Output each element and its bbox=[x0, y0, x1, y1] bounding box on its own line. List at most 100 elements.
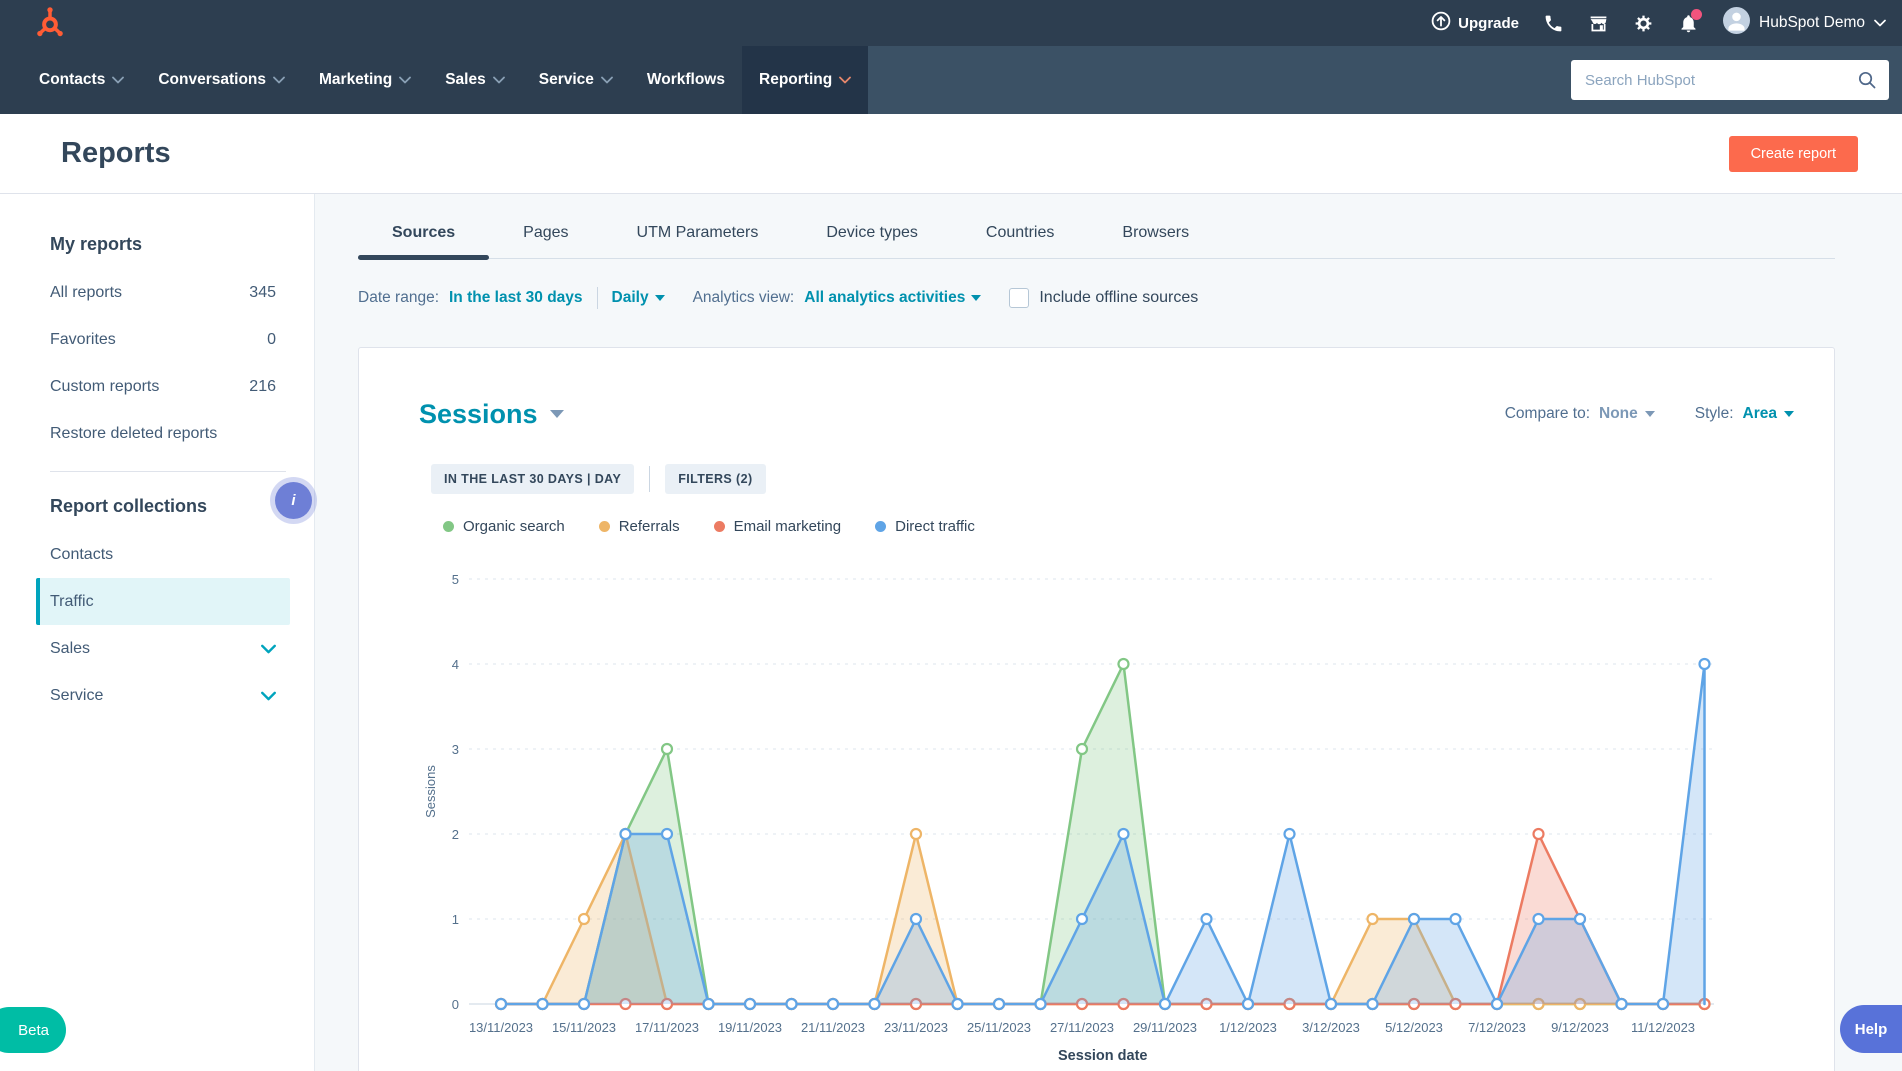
data-point-direct-traffic[interactable] bbox=[538, 999, 548, 1009]
global-search bbox=[1571, 60, 1889, 100]
tab-utm-parameters[interactable]: UTM Parameters bbox=[603, 210, 793, 258]
info-badge[interactable]: i bbox=[275, 482, 312, 519]
sidebar-item-favorites[interactable]: Favorites0 bbox=[36, 316, 290, 363]
nav-item-service[interactable]: Service bbox=[522, 46, 630, 114]
search-input[interactable] bbox=[1571, 72, 1853, 89]
metric-dropdown[interactable]: Sessions bbox=[419, 399, 564, 430]
tab-browsers[interactable]: Browsers bbox=[1088, 210, 1223, 258]
sidebar: My reports All reports345Favorites0Custo… bbox=[0, 194, 315, 1071]
hubspot-logo-icon[interactable] bbox=[34, 5, 66, 41]
y-tick-label: 0 bbox=[452, 997, 459, 1012]
caret-down-icon bbox=[971, 295, 981, 301]
data-point-direct-traffic[interactable] bbox=[1285, 829, 1295, 839]
data-point-direct-traffic[interactable] bbox=[828, 999, 838, 1009]
data-point-direct-traffic[interactable] bbox=[1492, 999, 1502, 1009]
sidebar-item-count: 216 bbox=[249, 378, 276, 396]
legend-item-direct-traffic[interactable]: Direct traffic bbox=[875, 518, 975, 535]
filter-badges: IN THE LAST 30 DAYS | DAY FILTERS (2) bbox=[431, 464, 1794, 494]
nav-items: ContactsConversationsMarketingSalesServi… bbox=[0, 46, 868, 114]
data-point-direct-traffic[interactable] bbox=[496, 999, 506, 1009]
data-point-referrals[interactable] bbox=[911, 829, 921, 839]
legend-item-organic-search[interactable]: Organic search bbox=[443, 518, 565, 535]
data-point-direct-traffic[interactable] bbox=[1160, 999, 1170, 1009]
nav-item-conversations[interactable]: Conversations bbox=[141, 46, 302, 114]
data-point-direct-traffic[interactable] bbox=[911, 914, 921, 924]
include-offline-checkbox[interactable] bbox=[1009, 288, 1029, 308]
data-point-direct-traffic[interactable] bbox=[1575, 914, 1585, 924]
settings-icon[interactable] bbox=[1633, 13, 1654, 34]
upgrade-button[interactable]: Upgrade bbox=[1431, 11, 1519, 35]
compare-to-label: Compare to: bbox=[1505, 405, 1590, 423]
sidebar-item-custom-reports[interactable]: Custom reports216 bbox=[36, 363, 290, 410]
data-point-referrals[interactable] bbox=[579, 914, 589, 924]
sidebar-item-traffic[interactable]: Traffic bbox=[36, 578, 290, 625]
data-point-direct-traffic[interactable] bbox=[1077, 914, 1087, 924]
marketplace-icon[interactable] bbox=[1588, 13, 1609, 34]
x-tick-label: 29/11/2023 bbox=[1133, 1020, 1197, 1035]
sidebar-item-all-reports[interactable]: All reports345 bbox=[36, 269, 290, 316]
tab-sources[interactable]: Sources bbox=[358, 210, 489, 258]
data-point-direct-traffic[interactable] bbox=[745, 999, 755, 1009]
data-point-direct-traffic[interactable] bbox=[704, 999, 714, 1009]
data-point-organic-search[interactable] bbox=[1119, 659, 1129, 669]
data-point-direct-traffic[interactable] bbox=[1534, 914, 1544, 924]
style-dropdown[interactable]: Area bbox=[1743, 405, 1794, 423]
data-point-direct-traffic[interactable] bbox=[1658, 999, 1668, 1009]
avatar bbox=[1723, 7, 1750, 39]
beta-badge[interactable]: Beta bbox=[0, 1007, 66, 1053]
compare-to-dropdown[interactable]: None bbox=[1599, 405, 1655, 423]
legend-item-email-marketing[interactable]: Email marketing bbox=[714, 518, 842, 535]
nav-item-marketing[interactable]: Marketing bbox=[302, 46, 428, 114]
notifications-icon[interactable] bbox=[1678, 13, 1699, 34]
frequency-dropdown[interactable]: Daily bbox=[612, 289, 665, 307]
sidebar-item-restore-deleted-reports[interactable]: Restore deleted reports bbox=[36, 410, 290, 457]
tab-device-types[interactable]: Device types bbox=[792, 210, 952, 258]
y-tick-label: 1 bbox=[452, 912, 459, 927]
date-range-label: Date range: bbox=[358, 289, 439, 307]
data-point-direct-traffic[interactable] bbox=[1202, 914, 1212, 924]
data-point-direct-traffic[interactable] bbox=[953, 999, 963, 1009]
data-point-direct-traffic[interactable] bbox=[1451, 914, 1461, 924]
help-button[interactable]: Help bbox=[1840, 1005, 1902, 1053]
data-point-organic-search[interactable] bbox=[662, 744, 672, 754]
data-point-organic-search[interactable] bbox=[1077, 744, 1087, 754]
legend-item-referrals[interactable]: Referrals bbox=[599, 518, 680, 535]
nav-item-workflows[interactable]: Workflows bbox=[630, 46, 742, 114]
x-tick-label: 13/11/2023 bbox=[469, 1020, 533, 1035]
nav-item-sales[interactable]: Sales bbox=[428, 46, 522, 114]
data-point-direct-traffic[interactable] bbox=[1409, 914, 1419, 924]
data-point-direct-traffic[interactable] bbox=[621, 829, 631, 839]
chevron-down-icon bbox=[839, 76, 851, 84]
account-menu[interactable]: HubSpot Demo bbox=[1723, 7, 1886, 39]
data-point-direct-traffic[interactable] bbox=[1119, 829, 1129, 839]
tab-countries[interactable]: Countries bbox=[952, 210, 1088, 258]
data-point-direct-traffic[interactable] bbox=[1368, 999, 1378, 1009]
data-point-direct-traffic[interactable] bbox=[1243, 999, 1253, 1009]
data-point-direct-traffic[interactable] bbox=[870, 999, 880, 1009]
search-icon[interactable] bbox=[1853, 70, 1889, 90]
data-point-direct-traffic[interactable] bbox=[1700, 659, 1710, 669]
data-point-direct-traffic[interactable] bbox=[662, 829, 672, 839]
filter-badge[interactable]: FILTERS (2) bbox=[665, 464, 765, 494]
nav-item-reporting[interactable]: Reporting bbox=[742, 46, 868, 114]
create-report-button[interactable]: Create report bbox=[1729, 136, 1858, 172]
data-point-direct-traffic[interactable] bbox=[1617, 999, 1627, 1009]
sidebar-item-label: Service bbox=[50, 687, 103, 705]
nav-item-contacts[interactable]: Contacts bbox=[22, 46, 141, 114]
sidebar-item-contacts[interactable]: Contacts bbox=[36, 531, 290, 578]
analytics-view-dropdown[interactable]: All analytics activities bbox=[804, 289, 981, 307]
data-point-direct-traffic[interactable] bbox=[1036, 999, 1046, 1009]
data-point-direct-traffic[interactable] bbox=[994, 999, 1004, 1009]
data-point-direct-traffic[interactable] bbox=[787, 999, 797, 1009]
date-range-value[interactable]: In the last 30 days bbox=[449, 289, 583, 307]
data-point-direct-traffic[interactable] bbox=[579, 999, 589, 1009]
data-point-email-marketing[interactable] bbox=[1534, 829, 1544, 839]
call-icon[interactable] bbox=[1543, 13, 1564, 34]
data-point-referrals[interactable] bbox=[1368, 914, 1378, 924]
tab-pages[interactable]: Pages bbox=[489, 210, 602, 258]
caret-down-icon bbox=[550, 410, 564, 418]
data-point-direct-traffic[interactable] bbox=[1326, 999, 1336, 1009]
sidebar-item-sales[interactable]: Sales bbox=[36, 625, 290, 672]
sidebar-item-service[interactable]: Service bbox=[36, 672, 290, 719]
filter-badge[interactable]: IN THE LAST 30 DAYS | DAY bbox=[431, 464, 634, 494]
